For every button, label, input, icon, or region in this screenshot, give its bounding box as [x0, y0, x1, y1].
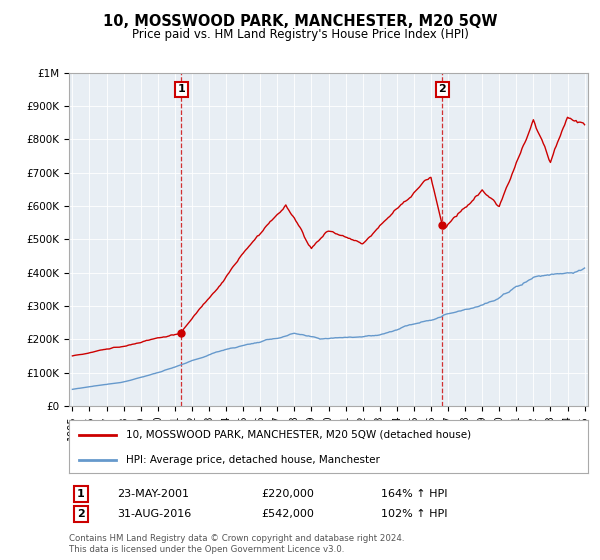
Text: Price paid vs. HM Land Registry's House Price Index (HPI): Price paid vs. HM Land Registry's House … — [131, 28, 469, 41]
Text: 1: 1 — [178, 85, 185, 95]
Text: Contains HM Land Registry data © Crown copyright and database right 2024.: Contains HM Land Registry data © Crown c… — [69, 534, 404, 543]
Text: £220,000: £220,000 — [261, 489, 314, 499]
Text: 10, MOSSWOOD PARK, MANCHESTER, M20 5QW (detached house): 10, MOSSWOOD PARK, MANCHESTER, M20 5QW (… — [126, 430, 471, 440]
Text: 2: 2 — [439, 85, 446, 95]
Text: 2: 2 — [77, 509, 85, 519]
Text: 164% ↑ HPI: 164% ↑ HPI — [381, 489, 448, 499]
Text: 102% ↑ HPI: 102% ↑ HPI — [381, 509, 448, 519]
Text: £542,000: £542,000 — [261, 509, 314, 519]
Text: 1: 1 — [77, 489, 85, 499]
Text: 23-MAY-2001: 23-MAY-2001 — [117, 489, 189, 499]
Text: This data is licensed under the Open Government Licence v3.0.: This data is licensed under the Open Gov… — [69, 545, 344, 554]
Text: HPI: Average price, detached house, Manchester: HPI: Average price, detached house, Manc… — [126, 455, 380, 465]
Text: 10, MOSSWOOD PARK, MANCHESTER, M20 5QW: 10, MOSSWOOD PARK, MANCHESTER, M20 5QW — [103, 14, 497, 29]
Text: 31-AUG-2016: 31-AUG-2016 — [117, 509, 191, 519]
